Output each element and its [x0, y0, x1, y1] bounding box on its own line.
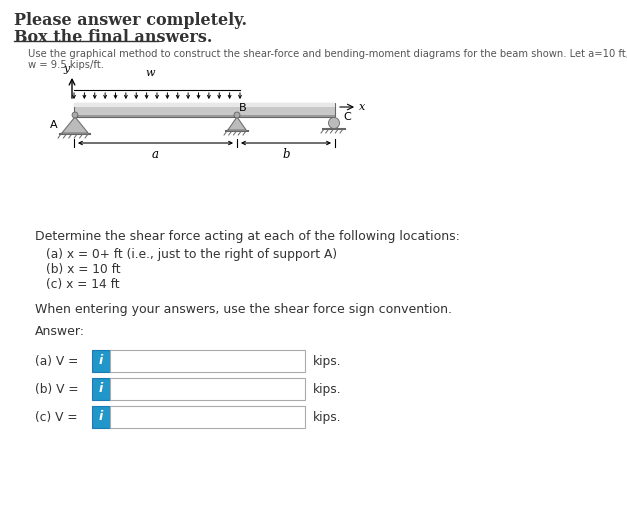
Text: When entering your answers, use the shear force sign convention.: When entering your answers, use the shea…	[35, 303, 452, 316]
Text: x: x	[359, 102, 366, 112]
Text: (a) x = 0+ ft (i.e., just to the right of support A): (a) x = 0+ ft (i.e., just to the right o…	[46, 248, 337, 261]
Text: a: a	[152, 148, 159, 161]
Text: (c) x = 14 ft: (c) x = 14 ft	[46, 278, 120, 291]
Text: w: w	[145, 68, 155, 78]
Text: A: A	[50, 120, 58, 130]
Text: w = 9.5 kips/ft.: w = 9.5 kips/ft.	[28, 60, 104, 70]
Text: Determine the shear force acting at each of the following locations:: Determine the shear force acting at each…	[35, 230, 460, 243]
Text: i: i	[99, 382, 103, 395]
Bar	[92, 350, 110, 372]
Circle shape	[72, 112, 78, 118]
Bar	[74, 103, 335, 117]
Polygon shape	[228, 117, 246, 130]
Text: kips.: kips.	[313, 354, 342, 367]
Bar	[110, 378, 305, 400]
Text: i: i	[99, 354, 103, 367]
Bar	[92, 378, 110, 400]
Text: Please answer completely.: Please answer completely.	[14, 12, 247, 29]
Text: C: C	[343, 112, 350, 122]
Text: i: i	[99, 410, 103, 423]
Bar	[110, 350, 305, 372]
Bar	[92, 406, 110, 428]
Text: Use the graphical method to construct the shear-force and bending-moment diagram: Use the graphical method to construct th…	[28, 49, 627, 59]
Text: Box the final answers.: Box the final answers.	[14, 29, 213, 46]
Text: (a) V =: (a) V =	[35, 354, 82, 367]
Polygon shape	[62, 117, 88, 133]
Text: kips.: kips.	[313, 382, 342, 395]
Bar	[74, 115, 335, 117]
Text: (b) V =: (b) V =	[35, 382, 82, 395]
Text: y: y	[64, 64, 70, 74]
Bar	[74, 103, 335, 107]
Text: (c) V =: (c) V =	[35, 410, 82, 423]
Bar	[110, 406, 305, 428]
Text: (b) x = 10 ft: (b) x = 10 ft	[46, 263, 120, 276]
Text: kips.: kips.	[313, 410, 342, 423]
Circle shape	[329, 118, 339, 128]
Text: Answer:: Answer:	[35, 325, 85, 338]
Text: b: b	[282, 148, 290, 161]
Text: B: B	[239, 103, 246, 113]
Circle shape	[234, 112, 240, 118]
